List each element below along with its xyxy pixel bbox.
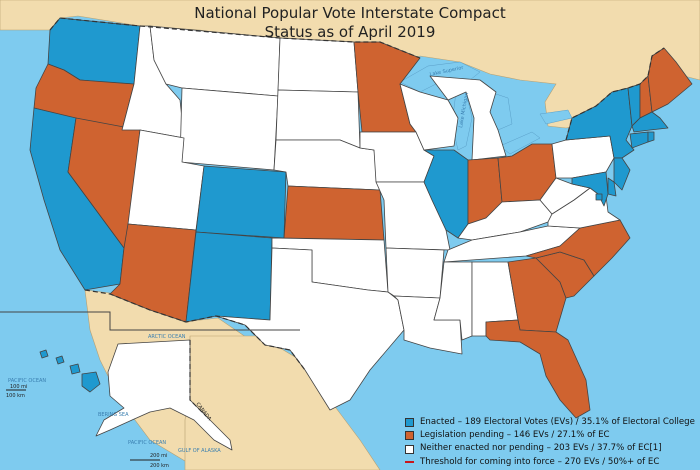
scale-ak-km: 200 km xyxy=(150,463,169,469)
state-PA[interactable] xyxy=(551,135,615,179)
legend-row-neither: Neither enacted nor pending – 203 EVs / … xyxy=(405,442,695,455)
scale-hi-mi: 100 mi xyxy=(10,384,27,390)
us-canada-border xyxy=(49,17,421,59)
state-MI[interactable] xyxy=(429,75,507,161)
state-TX[interactable] xyxy=(215,247,405,411)
state-NC[interactable] xyxy=(525,219,631,277)
state-HI[interactable] xyxy=(39,349,101,393)
legend-row-threshold: Threshold for coming into force – 270 EV… xyxy=(405,456,695,469)
state-ND[interactable] xyxy=(277,37,359,93)
state-DC[interactable] xyxy=(595,193,603,201)
us-mexico-border xyxy=(84,289,306,371)
state-CT[interactable] xyxy=(629,131,649,149)
legend-swatch-pending xyxy=(405,431,414,441)
legend-swatch-threshold xyxy=(405,461,414,464)
label-bering-sea: BERING SEA xyxy=(98,412,129,418)
state-AR[interactable] xyxy=(385,247,445,299)
label-gulf-of-alaska: GULF OF ALASKA xyxy=(178,448,221,454)
state-CO[interactable] xyxy=(195,165,287,239)
legend-swatch-neither xyxy=(405,444,414,454)
legend-row-enacted: Enacted – 189 Electoral Votes (EVs) / 35… xyxy=(405,416,695,429)
scale-bar-hawaii: 100 mi 100 km xyxy=(6,384,27,399)
states-layer xyxy=(29,17,693,451)
scale-bar-alaska: 200 mi 200 km xyxy=(130,453,169,469)
map-title: National Popular Vote Interstate Compact… xyxy=(150,4,550,42)
state-FL[interactable] xyxy=(485,319,591,419)
inset-frame xyxy=(0,311,300,331)
legend: Enacted – 189 Electoral Votes (EVs) / 35… xyxy=(405,416,695,469)
state-MA[interactable] xyxy=(631,111,669,133)
state-NJ[interactable] xyxy=(613,157,631,191)
title-line-1: National Popular Vote Interstate Compact xyxy=(194,4,506,22)
state-SD[interactable] xyxy=(275,89,361,149)
state-NY[interactable] xyxy=(565,87,635,159)
state-NM[interactable] xyxy=(185,231,273,323)
alaska-canada-border xyxy=(189,340,207,417)
legend-swatch-enacted xyxy=(405,418,414,428)
state-ME[interactable] xyxy=(647,47,693,113)
title-line-2: Status as of April 2019 xyxy=(264,23,436,41)
state-WI[interactable] xyxy=(399,83,459,151)
lake-erie xyxy=(499,131,541,155)
scale-ak-mi: 200 mi xyxy=(150,453,167,459)
label-pacific-ocean-hi: PACIFIC OCEAN xyxy=(8,378,46,384)
state-IL[interactable] xyxy=(423,149,469,239)
state-WY[interactable] xyxy=(179,87,279,171)
legend-label-threshold: Threshold for coming into force – 270 EV… xyxy=(420,456,660,467)
state-RI[interactable] xyxy=(647,131,655,143)
legend-label-enacted: Enacted – 189 Electoral Votes (EVs) / 35… xyxy=(420,417,695,427)
label-pacific-ocean-ak: PACIFIC OCEAN xyxy=(128,440,166,446)
legend-label-neither: Neither enacted nor pending – 203 EVs / … xyxy=(420,443,662,454)
legend-label-pending: Legislation pending – 146 EVs / 27.1% of… xyxy=(420,430,610,441)
us-canada-border-east xyxy=(565,47,665,141)
label-arctic-ocean: ARCTIC OCEAN xyxy=(148,334,186,340)
state-KS[interactable] xyxy=(283,185,385,241)
state-AK[interactable] xyxy=(95,339,233,451)
scale-hi-km: 100 km xyxy=(6,393,25,399)
legend-row-pending: Legislation pending – 146 EVs / 27.1% of… xyxy=(405,429,695,442)
state-DE[interactable] xyxy=(607,177,617,197)
